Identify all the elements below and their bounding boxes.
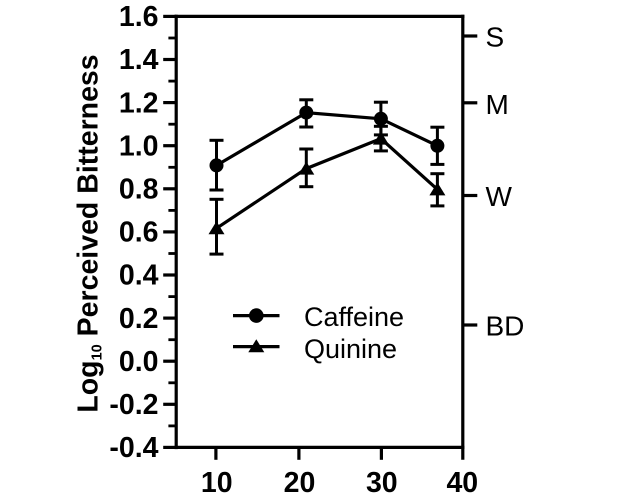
svg-text:0.2: 0.2 [119, 303, 159, 335]
svg-text:M: M [486, 89, 509, 120]
svg-text:40: 40 [446, 467, 478, 499]
svg-text:0.4: 0.4 [119, 260, 159, 292]
svg-text:-0.2: -0.2 [109, 389, 158, 421]
svg-text:Quinine: Quinine [304, 334, 397, 364]
svg-text:0.0: 0.0 [119, 346, 159, 378]
svg-text:10: 10 [201, 467, 233, 499]
svg-text:W: W [486, 181, 513, 212]
svg-text:BD: BD [486, 310, 525, 341]
svg-text:1.2: 1.2 [119, 87, 159, 119]
svg-text:-0.4: -0.4 [109, 432, 158, 464]
svg-text:1.4: 1.4 [119, 44, 159, 76]
svg-text:1.0: 1.0 [119, 130, 159, 162]
svg-text:0.6: 0.6 [119, 217, 159, 249]
svg-text:Caffeine: Caffeine [304, 302, 404, 332]
svg-text:1.6: 1.6 [119, 1, 159, 33]
svg-text:0.8: 0.8 [119, 174, 159, 206]
svg-text:20: 20 [284, 467, 316, 499]
svg-text:30: 30 [366, 467, 398, 499]
svg-text:S: S [486, 21, 505, 52]
svg-text:Log10 Perceived Bitterness: Log10 Perceived Bitterness [73, 54, 106, 412]
